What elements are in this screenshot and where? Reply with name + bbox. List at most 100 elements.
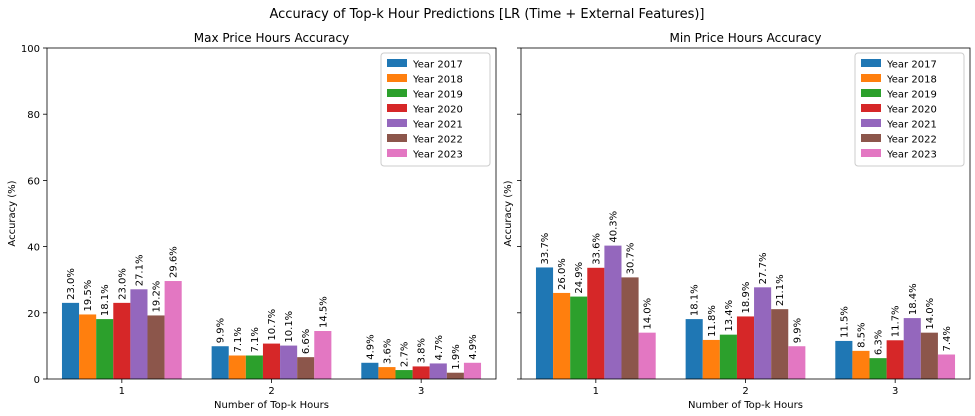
data-label: 14.0% bbox=[643, 298, 654, 330]
legend-label: Year 2019 bbox=[886, 90, 937, 101]
bar bbox=[604, 245, 622, 379]
bar bbox=[463, 362, 482, 379]
legend-swatch bbox=[387, 89, 407, 97]
legend: Year 2017 Year 2018 Year 2019 Year 2020 Year… bbox=[854, 52, 965, 167]
data-label: 23.0% bbox=[66, 268, 77, 300]
x-tick-label: 1 bbox=[119, 386, 125, 397]
bar bbox=[685, 319, 703, 379]
chart-title: Min Price Hours Accuracy bbox=[670, 31, 822, 45]
legend-swatch bbox=[387, 74, 407, 82]
legend-label: Year 2021 bbox=[412, 120, 463, 131]
bar bbox=[736, 316, 755, 379]
legend-label: Year 2023 bbox=[412, 150, 463, 161]
data-label: 3.6% bbox=[382, 339, 393, 364]
bar bbox=[395, 370, 413, 379]
data-label: 4.7% bbox=[434, 335, 445, 360]
data-label: 14.0% bbox=[925, 298, 936, 330]
x-tick-label: 3 bbox=[892, 386, 898, 397]
x-tick-label: 1 bbox=[593, 386, 599, 397]
bar bbox=[886, 340, 904, 379]
bar bbox=[211, 346, 229, 379]
legend: Year 2017 Year 2018 Year 2019 Year 2020 Year… bbox=[380, 52, 491, 167]
legend-label: Year 2017 bbox=[886, 60, 937, 71]
legend-swatch bbox=[861, 104, 881, 112]
data-label: 26.0% bbox=[557, 258, 568, 290]
bar bbox=[378, 367, 396, 379]
data-label: 4.9% bbox=[365, 334, 376, 359]
data-label: 27.7% bbox=[758, 253, 769, 285]
legend-label: Year 2021 bbox=[886, 120, 937, 131]
data-label: 18.1% bbox=[100, 284, 111, 316]
bar bbox=[937, 354, 956, 379]
data-label: 7.1% bbox=[233, 327, 244, 352]
figure-suptitle: Accuracy of Top-k Hour Predictions [LR (… bbox=[270, 7, 705, 22]
bar bbox=[570, 296, 588, 379]
data-label: 24.9% bbox=[574, 262, 585, 294]
data-label: 8.5% bbox=[856, 322, 867, 347]
bar bbox=[788, 346, 806, 379]
bar bbox=[61, 302, 80, 379]
data-label: 18.9% bbox=[741, 282, 752, 314]
data-label: 23.0% bbox=[117, 268, 128, 300]
data-label: 11.5% bbox=[839, 306, 850, 338]
legend-swatch bbox=[387, 149, 407, 157]
bar bbox=[719, 334, 737, 379]
y-tick-label: 60 bbox=[27, 176, 40, 187]
legend-label: Year 2018 bbox=[412, 75, 463, 86]
legend-swatch bbox=[861, 119, 881, 127]
bar bbox=[147, 315, 165, 379]
x-axis-label: Number of Top-k Hours bbox=[214, 400, 329, 411]
bar bbox=[553, 292, 571, 379]
y-tick-label: 100 bbox=[21, 44, 40, 55]
y-axis-label: Accuracy (%) bbox=[7, 180, 18, 246]
data-label: 27.1% bbox=[134, 255, 145, 287]
bar bbox=[314, 331, 332, 379]
data-label: 11.7% bbox=[891, 305, 902, 337]
legend-swatch bbox=[387, 59, 407, 67]
data-label: 6.6% bbox=[301, 329, 312, 354]
data-label: 10.7% bbox=[267, 309, 278, 341]
bar bbox=[228, 355, 246, 379]
legend-swatch bbox=[861, 74, 881, 82]
legend-label: Year 2022 bbox=[886, 135, 937, 146]
plot-frame bbox=[46, 47, 497, 380]
data-label: 6.3% bbox=[874, 330, 885, 355]
data-label: 3.8% bbox=[417, 338, 428, 363]
bar bbox=[702, 339, 720, 379]
legend-swatch bbox=[387, 104, 407, 112]
chart-title: Max Price Hours Accuracy bbox=[194, 31, 349, 45]
bar bbox=[245, 355, 263, 379]
legend-swatch bbox=[861, 134, 881, 142]
legend-label: Year 2020 bbox=[886, 105, 937, 116]
data-label: 18.1% bbox=[690, 284, 701, 316]
bar bbox=[587, 267, 605, 379]
data-label: 9.9% bbox=[792, 318, 803, 343]
plot-frame bbox=[520, 47, 971, 380]
data-label: 11.8% bbox=[707, 305, 718, 337]
bar bbox=[113, 302, 131, 379]
bar bbox=[297, 357, 315, 379]
data-label: 18.4% bbox=[908, 283, 919, 315]
data-label: 1.9% bbox=[451, 344, 462, 369]
y-tick-label: 80 bbox=[27, 110, 40, 121]
legend-label: Year 2020 bbox=[412, 105, 463, 116]
legend-box bbox=[380, 52, 491, 167]
bar bbox=[535, 267, 554, 379]
data-label: 10.1% bbox=[284, 311, 295, 343]
y-axis-label: Accuracy (%) bbox=[503, 180, 514, 246]
data-label: 7.1% bbox=[250, 327, 261, 352]
data-label: 33.7% bbox=[540, 233, 551, 265]
bar bbox=[852, 350, 870, 379]
legend-label: Year 2017 bbox=[412, 60, 463, 71]
data-label: 33.6% bbox=[591, 233, 602, 265]
bar bbox=[920, 332, 938, 379]
bar bbox=[835, 340, 853, 379]
max-price-chart-panel: Max Price Hours Accuracy 0 20 40 60 80 100 Accu… bbox=[7, 31, 497, 411]
x-axis-label: Number of Top-k Hours bbox=[688, 400, 803, 411]
legend-label: Year 2022 bbox=[412, 135, 463, 146]
bar bbox=[754, 287, 772, 379]
data-label: 13.4% bbox=[724, 300, 735, 332]
bar bbox=[446, 372, 464, 379]
bar bbox=[280, 345, 298, 379]
